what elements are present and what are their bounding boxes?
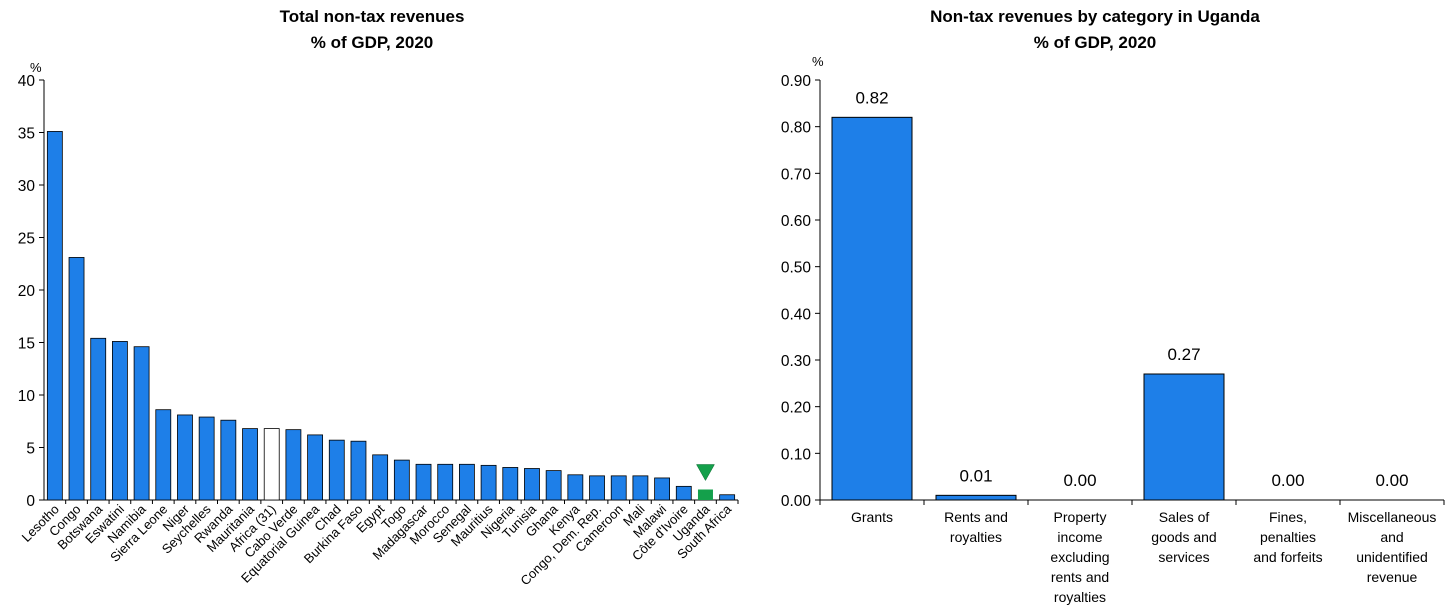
chart2-ytick-label: 0.60: [781, 213, 812, 230]
bar-rwanda: [220, 419, 237, 501]
data-label-grants: 0.82: [855, 88, 888, 107]
xtick-label-grants: Grants: [851, 509, 893, 525]
chart-non-tax-revenues-by-category: Non-tax revenues by category in Uganda % …: [781, 7, 1445, 605]
bar-senegal: [459, 463, 475, 501]
chart1-ytick-label: 5: [26, 441, 35, 458]
bar-morocco: [437, 463, 454, 501]
bar-burkina-faso: [350, 440, 367, 501]
bar-botswana: [90, 337, 107, 501]
bar-congo-dem-rep: [589, 475, 605, 501]
bar-mali: [632, 475, 649, 501]
bar-kenya: [567, 474, 584, 501]
bar-sierra-leone: [155, 409, 172, 501]
chart1-ytick-label: 10: [18, 388, 36, 405]
chart1-ytick-label: 25: [18, 231, 35, 248]
data-label-fines-penalties-and-forfeits: 0.00: [1271, 471, 1304, 490]
bar-namibia: [133, 346, 150, 501]
chart2-ytick-label: 0.20: [781, 400, 812, 417]
chart2-ytick-label: 0.70: [781, 166, 812, 183]
chart2-ytick-label: 0.40: [781, 306, 812, 323]
bar-cameroon: [610, 475, 627, 501]
data-label-miscellaneous-and-unidentified-revenue: 0.00: [1375, 471, 1408, 490]
chart1-title: Total non-tax revenues: [280, 7, 465, 26]
xtick-label-rents-and-royalties: Rents and royalties: [944, 509, 1008, 545]
bar-malawi: [654, 477, 670, 501]
chart1-ytick-label: 35: [18, 126, 35, 143]
bar-sales-of-goods-and-services: [1143, 373, 1225, 501]
chart-total-non-tax-revenues: Total non-tax revenues % of GDP, 2020% 0 5 1…: [18, 7, 739, 588]
chart1-ytick-label: 15: [18, 336, 35, 353]
bar-grants: [831, 116, 913, 501]
chart2-unit-label: %: [812, 54, 824, 69]
xtick-label-miscellaneous-and-unidentified-revenue: Miscellaneous and unidentified revenue: [1348, 509, 1437, 585]
bar-togo: [393, 459, 410, 501]
chart2-ytick-label: 0.00: [781, 493, 812, 510]
bar-ghana: [545, 470, 562, 501]
chart1-ytick-label: 40: [18, 73, 36, 90]
bar-eswatini: [112, 341, 128, 501]
bar-chad: [328, 439, 345, 501]
bar-congo: [68, 257, 85, 501]
bar-mauritius: [480, 464, 497, 501]
bar-egypt: [372, 454, 389, 501]
bar-rents-and-royalties: [935, 494, 1017, 501]
bar-tunisia: [524, 468, 540, 501]
bar-mauritania: [242, 428, 258, 501]
data-label-rents-and-royalties: 0.01: [959, 466, 992, 485]
bar-c-te-d-ivoire: [675, 485, 692, 501]
data-label-property-income-excluding-rents-and-royalties: 0.00: [1063, 471, 1096, 490]
bar-cabo-verde: [285, 429, 302, 501]
chart2-subtitle: % of GDP, 2020: [1034, 33, 1157, 52]
bar-uganda: [697, 489, 713, 500]
xtick-label-sales-of-goods-and-services: Sales of goods and services: [1151, 509, 1216, 565]
bar-south-africa: [719, 494, 736, 501]
bar-africa-31: [263, 428, 280, 501]
chart1-ytick-label: 0: [26, 493, 35, 510]
bar-madagascar: [415, 463, 432, 501]
bar-nigeria: [502, 467, 519, 501]
data-label-sales-of-goods-and-services: 0.27: [1167, 345, 1200, 364]
xtick-label-property-income-excluding-rents-and-royalties: Property income excluding rents and royaltie…: [1050, 509, 1109, 605]
chart1-ytick-label: 20: [18, 283, 36, 300]
chart2-ytick-label: 0.50: [781, 260, 812, 277]
chart1-unit-label: %: [30, 60, 42, 75]
chart2-ytick-label: 0.30: [781, 353, 812, 370]
chart2-ytick-label: 0.90: [781, 73, 812, 90]
chart2-ytick-label: 0.10: [781, 446, 812, 463]
chart1-ytick-label: 30: [18, 178, 36, 195]
bar-equatorial-guinea: [307, 434, 323, 501]
bar-lesotho: [46, 131, 63, 501]
bar-seychelles: [198, 416, 215, 501]
xtick-label-fines-penalties-and-forfeits: Fines, penalties and forfeits: [1253, 509, 1322, 565]
chart2-title: Non-tax revenues by category in Uganda: [930, 7, 1260, 26]
uganda-marker-icon: [696, 464, 715, 482]
chart1-subtitle: % of GDP, 2020: [311, 33, 434, 52]
bar-niger: [177, 414, 193, 501]
chart2-ytick-label: 0.80: [781, 120, 812, 137]
